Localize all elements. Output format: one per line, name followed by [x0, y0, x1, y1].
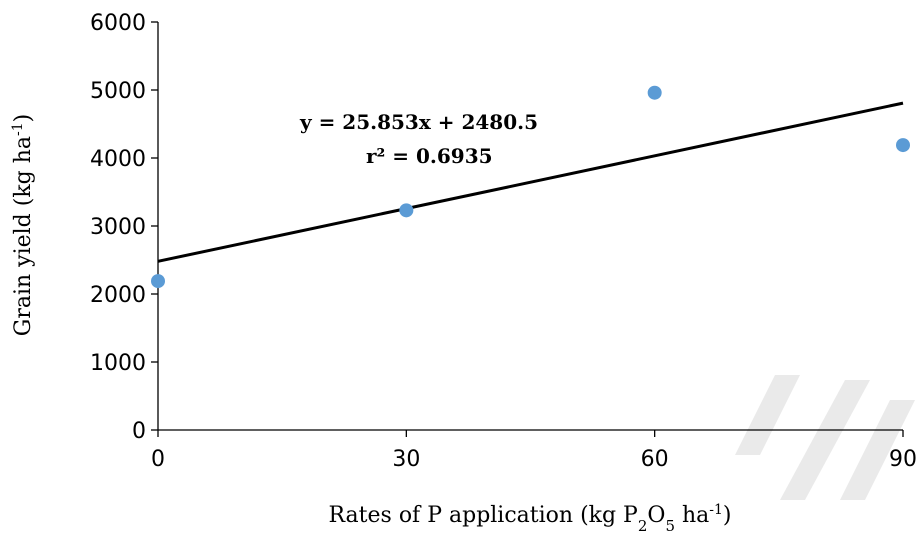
- watermark: [735, 375, 915, 500]
- axes: [157, 22, 903, 431]
- equation-label: y = 25.853x + 2480.5: [299, 110, 538, 134]
- data-point: [896, 138, 910, 153]
- y-tick-label: 6000: [90, 11, 146, 36]
- x-tick-label: 0: [151, 447, 165, 472]
- linear-trendline: [157, 101, 904, 263]
- x-tick-label: 60: [641, 447, 669, 472]
- x-tick-label: 30: [392, 447, 420, 472]
- data-point: [151, 274, 165, 289]
- y-axis-ticks: 0 1000 2000 3000 4000 5000 6000: [90, 11, 158, 444]
- x-axis-title: Rates of P application (kg P2O5 ha-1): [328, 502, 731, 535]
- trendline-annotation: y = 25.853x + 2480.5 r² = 0.6935: [299, 110, 538, 168]
- y-tick-label: 4000: [90, 147, 146, 172]
- y-axis-title: Grain yield (kg ha-1): [10, 114, 36, 337]
- y-tick-label: 3000: [90, 215, 146, 240]
- x-axis-ticks: 0 30 60 90: [151, 430, 917, 472]
- x-tick-label: 90: [889, 447, 917, 472]
- y-tick-label: 5000: [90, 79, 146, 104]
- data-point: [399, 203, 414, 218]
- y-tick-label: 2000: [90, 283, 146, 308]
- trendline-group: [157, 101, 904, 263]
- y-tick-label: 0: [132, 419, 146, 444]
- y-tick-label: 1000: [90, 351, 146, 376]
- data-points: [151, 85, 910, 289]
- data-point: [647, 85, 662, 100]
- r-squared-label: r² = 0.6935: [366, 144, 493, 168]
